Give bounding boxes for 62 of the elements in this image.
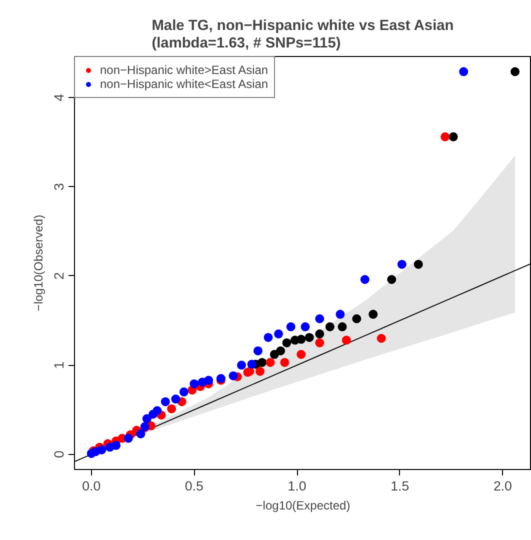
point: [282, 338, 292, 348]
point: [167, 404, 176, 414]
point: [276, 346, 286, 356]
point: [315, 314, 324, 324]
point: [304, 332, 314, 342]
point: [325, 322, 334, 332]
point: [97, 445, 106, 454]
point: [136, 429, 146, 438]
point: [160, 397, 170, 406]
point: [112, 440, 121, 450]
y-tick-label: 1: [52, 361, 66, 369]
point: [315, 329, 324, 338]
point: [459, 67, 468, 76]
y-tick-label: 0: [52, 450, 66, 458]
point: [266, 358, 275, 367]
point: [376, 334, 386, 343]
point: [171, 394, 180, 404]
point: [296, 334, 306, 344]
point: [397, 260, 406, 269]
point: [315, 338, 324, 348]
point: [142, 414, 152, 424]
y-tick-label: 4: [52, 93, 66, 102]
y-tick-label: 3: [52, 183, 66, 190]
point: [124, 434, 133, 443]
point: [274, 329, 284, 338]
x-tick-label: 2.0: [493, 478, 512, 494]
point: [440, 132, 450, 142]
point: [256, 366, 265, 376]
point: [387, 275, 396, 284]
point: [296, 350, 306, 359]
legend-label: non−Hispanic white>East Asian: [100, 63, 268, 77]
point: [336, 310, 345, 319]
legend-label: non−Hispanic white<East Asian: [100, 77, 268, 91]
point: [368, 310, 378, 319]
point: [414, 260, 423, 269]
point: [253, 346, 262, 356]
point: [280, 358, 290, 367]
x-tick-label: 0.0: [82, 478, 101, 494]
x-axis-title: −log10(Expected): [256, 498, 350, 512]
x-tick-label: 1.0: [288, 478, 306, 494]
point: [360, 275, 370, 284]
point: [342, 336, 351, 345]
point: [237, 360, 246, 370]
y-tick-label: 2: [52, 272, 66, 280]
x-tick-label: 0.5: [184, 478, 204, 494]
x-tick-label: 1.5: [390, 478, 410, 494]
point: [338, 322, 347, 332]
point: [510, 67, 520, 76]
chart-title: Male TG, non−Hispanic white vs East Asian (lambda=1.63, # SNPs=115): [152, 18, 454, 52]
point: [258, 358, 267, 367]
point: [448, 132, 458, 142]
point: [352, 314, 362, 324]
point: [247, 360, 256, 369]
point: [228, 371, 238, 380]
point: [190, 379, 199, 388]
point: [264, 332, 273, 342]
point: [179, 387, 188, 396]
point: [204, 376, 214, 385]
point: [152, 406, 162, 416]
point: [286, 322, 296, 332]
point: [300, 322, 310, 332]
y-axis-title: −log10(Observed): [32, 214, 46, 312]
